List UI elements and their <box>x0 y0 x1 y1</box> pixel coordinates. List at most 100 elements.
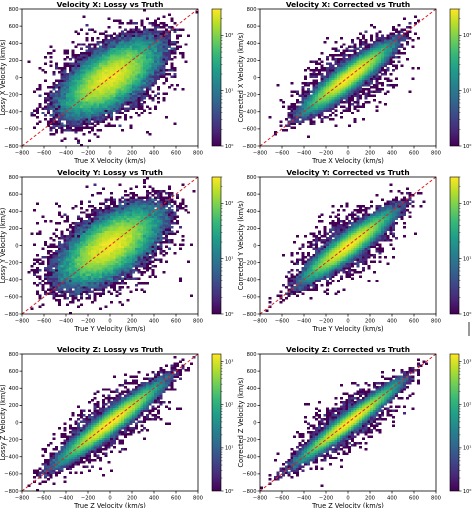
heatmap-bin <box>408 90 412 93</box>
heatmap-bin <box>55 286 59 289</box>
heatmap-bin <box>115 66 119 70</box>
heatmap-bin <box>328 81 332 85</box>
heatmap-bin <box>132 92 136 95</box>
heatmap-bin <box>143 290 147 293</box>
heatmap-bin <box>140 215 144 219</box>
heatmap-bin <box>165 211 169 214</box>
heatmap-bin <box>118 281 122 285</box>
heatmap-bin <box>74 120 78 123</box>
heatmap-bin <box>140 239 144 242</box>
heatmap-bin <box>345 64 349 68</box>
heatmap-bin <box>320 249 324 253</box>
heatmap-bin <box>112 98 116 102</box>
heatmap-bin <box>312 73 316 76</box>
heatmap-bin <box>46 269 50 272</box>
heatmap-bin <box>57 98 61 102</box>
heatmap-bin <box>381 53 385 57</box>
heatmap-bin <box>151 34 155 38</box>
heatmap-bin <box>112 62 116 66</box>
heatmap-bin <box>400 45 404 48</box>
heatmap-bin <box>77 228 81 231</box>
heatmap-bin <box>35 258 39 261</box>
heatmap-bin <box>79 281 83 285</box>
heatmap-bin <box>90 258 94 261</box>
heatmap-bin <box>129 64 133 68</box>
heatmap-bin <box>123 271 127 274</box>
heatmap-bin <box>372 43 376 46</box>
heatmap-bin <box>123 258 127 261</box>
heatmap-bin <box>44 275 48 278</box>
heatmap-bin <box>375 88 379 91</box>
heatmap-bin <box>85 284 89 287</box>
heatmap-bin <box>90 53 94 57</box>
heatmap-bin <box>159 38 163 42</box>
heatmap-bin <box>132 256 136 259</box>
heatmap-bin <box>403 28 407 31</box>
heatmap-bin <box>137 58 141 61</box>
heatmap-bin <box>118 26 122 29</box>
heatmap-bin <box>101 247 105 251</box>
heatmap-bin <box>381 73 385 76</box>
heatmap-bin <box>74 234 78 238</box>
heatmap-bin <box>74 98 78 102</box>
heatmap-bin <box>170 230 174 234</box>
heatmap-bin <box>49 90 53 93</box>
heatmap-bin <box>129 58 133 61</box>
heatmap-bin <box>359 83 363 87</box>
heatmap-bin <box>49 126 53 130</box>
heatmap-bin <box>337 264 341 268</box>
heatmap-bin <box>134 256 138 259</box>
heatmap-bin <box>88 86 92 89</box>
heatmap-bin <box>140 221 144 225</box>
heatmap-bin <box>121 211 125 214</box>
heatmap-bin <box>129 56 133 59</box>
heatmap-bin <box>79 256 83 259</box>
heatmap-bin <box>137 239 141 242</box>
heatmap-bin <box>342 77 346 80</box>
heatmap-bin <box>66 79 70 83</box>
heatmap-bin <box>151 215 155 219</box>
heatmap-bin <box>79 66 83 70</box>
heatmap-bin <box>104 116 108 119</box>
heatmap-bin <box>68 230 72 234</box>
heatmap-bin <box>90 277 94 281</box>
heatmap-bin <box>156 23 160 27</box>
heatmap-bin <box>107 109 111 113</box>
heatmap-bin <box>85 277 89 281</box>
heatmap-bin <box>317 116 321 119</box>
heatmap-bin <box>309 94 313 98</box>
heatmap-bin <box>381 56 385 59</box>
heatmap-bin <box>63 277 67 281</box>
heatmap-bin <box>134 90 138 93</box>
heatmap-bin <box>99 68 103 72</box>
heatmap-bin <box>148 266 152 270</box>
heatmap-bin <box>104 262 108 266</box>
heatmap-bin <box>370 68 374 72</box>
heatmap-bin <box>134 215 138 219</box>
heatmap-bin <box>323 103 327 106</box>
heatmap-bin <box>93 113 97 117</box>
heatmap-bin <box>151 75 155 78</box>
heatmap-bin <box>27 271 31 274</box>
heatmap-bin <box>334 49 338 53</box>
heatmap-bin <box>295 273 299 276</box>
heatmap-bin <box>79 247 83 251</box>
heatmap-bin <box>148 81 152 85</box>
heatmap-bin <box>115 62 119 66</box>
heatmap-bin <box>115 236 119 240</box>
heatmap-bin <box>77 260 81 263</box>
heatmap-bin <box>71 49 75 53</box>
heatmap-bin <box>342 101 346 104</box>
heatmap-bin <box>306 266 310 270</box>
heatmap-bin <box>112 200 116 204</box>
heatmap-bin <box>115 96 119 100</box>
heatmap-bin <box>101 66 105 70</box>
heatmap-bin <box>49 284 53 287</box>
heatmap-bin <box>145 28 149 31</box>
heatmap-bin <box>55 111 59 115</box>
heatmap-bin <box>132 49 136 53</box>
heatmap-bin <box>121 249 125 253</box>
heatmap-bin <box>405 36 409 40</box>
heatmap-bin <box>134 239 138 242</box>
x-tick-label: −400 <box>59 151 73 157</box>
